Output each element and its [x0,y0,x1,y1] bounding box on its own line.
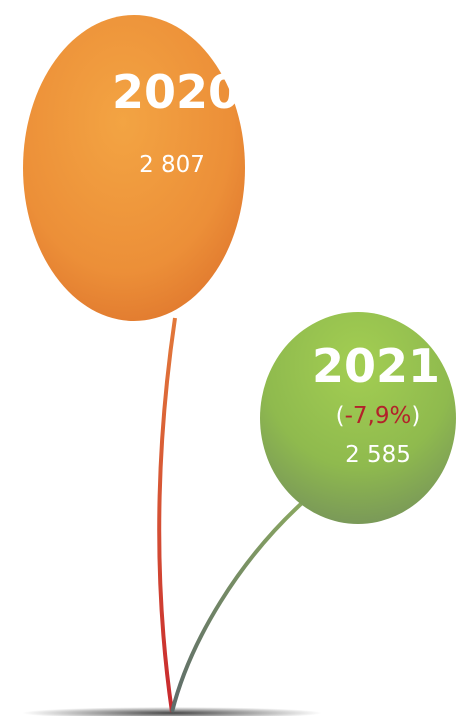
value-label: 2 807 [139,152,205,178]
value-label: 2 585 [345,442,411,468]
page: 2020 2 807 2021 (-7,9%) 2 585 (() => { c… [0,0,471,716]
balloon-string [172,503,302,712]
infographic: 2020 2 807 2021 (-7,9%) 2 585 [0,0,471,716]
paren: ( [336,403,345,429]
paren: ) [411,403,420,429]
balloon-string [159,318,175,712]
year-label: 2021 [312,339,440,393]
change-value: -7,9% [345,403,412,429]
change-label: (-7,9%) [336,403,421,429]
year-label: 2020 [112,65,240,119]
balloon-2020 [23,15,245,321]
